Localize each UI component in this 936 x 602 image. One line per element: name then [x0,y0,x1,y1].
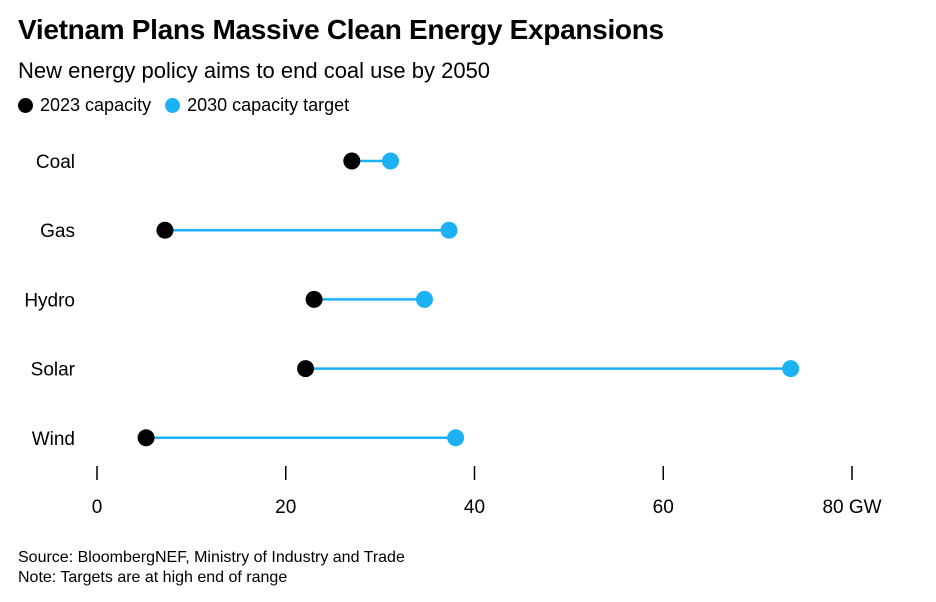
category-label-solar: Solar [31,360,76,381]
chart-subtitle: New energy policy aims to end coal use b… [18,58,491,83]
legend-item-2023: 2023 capacity [18,95,151,116]
dumbbell-chart: Coal Gas Hydro Solar Wind 0 20 40 60 80 GW [24,152,881,518]
target-2030-point-coal [382,152,400,170]
x-tick-label-80: 80 GW [822,497,881,518]
capacity-2023-point-solar [297,360,315,378]
target-2030-point-hydro [415,290,433,308]
x-tick-label-20: 20 [275,497,296,518]
target-2030-point-wind [447,429,465,447]
target-2030-point-gas [440,221,458,239]
target-2030-point-solar [782,360,800,378]
capacity-2023-point-hydro [305,290,323,308]
category-label-hydro: Hydro [24,290,75,311]
capacity-2023-point-gas [156,221,174,239]
x-tick-label-60: 60 [653,497,674,518]
category-label-gas: Gas [40,221,75,242]
x-tick-label-40: 40 [464,497,485,518]
legend-swatch-2030 [165,98,181,113]
x-tick-label-0: 0 [92,497,103,518]
capacity-2023-point-wind [137,429,155,447]
legend: 2023 capacity 2030 capacity target [18,95,363,116]
category-label-wind: Wind [32,429,75,450]
legend-label-2030: 2030 capacity target [187,95,350,115]
footnote: Note: Targets are at high end of range [18,569,288,586]
legend-swatch-2023 [18,98,33,113]
source-note: Source: BloombergNEF, Ministry of Indust… [18,549,405,566]
category-label-coal: Coal [36,152,75,173]
capacity-2023-point-coal [343,152,361,170]
legend-item-2030: 2030 capacity target [165,95,349,116]
legend-label-2023: 2023 capacity [40,95,152,115]
chart-title: Vietnam Plans Massive Clean Energy Expan… [18,14,664,45]
